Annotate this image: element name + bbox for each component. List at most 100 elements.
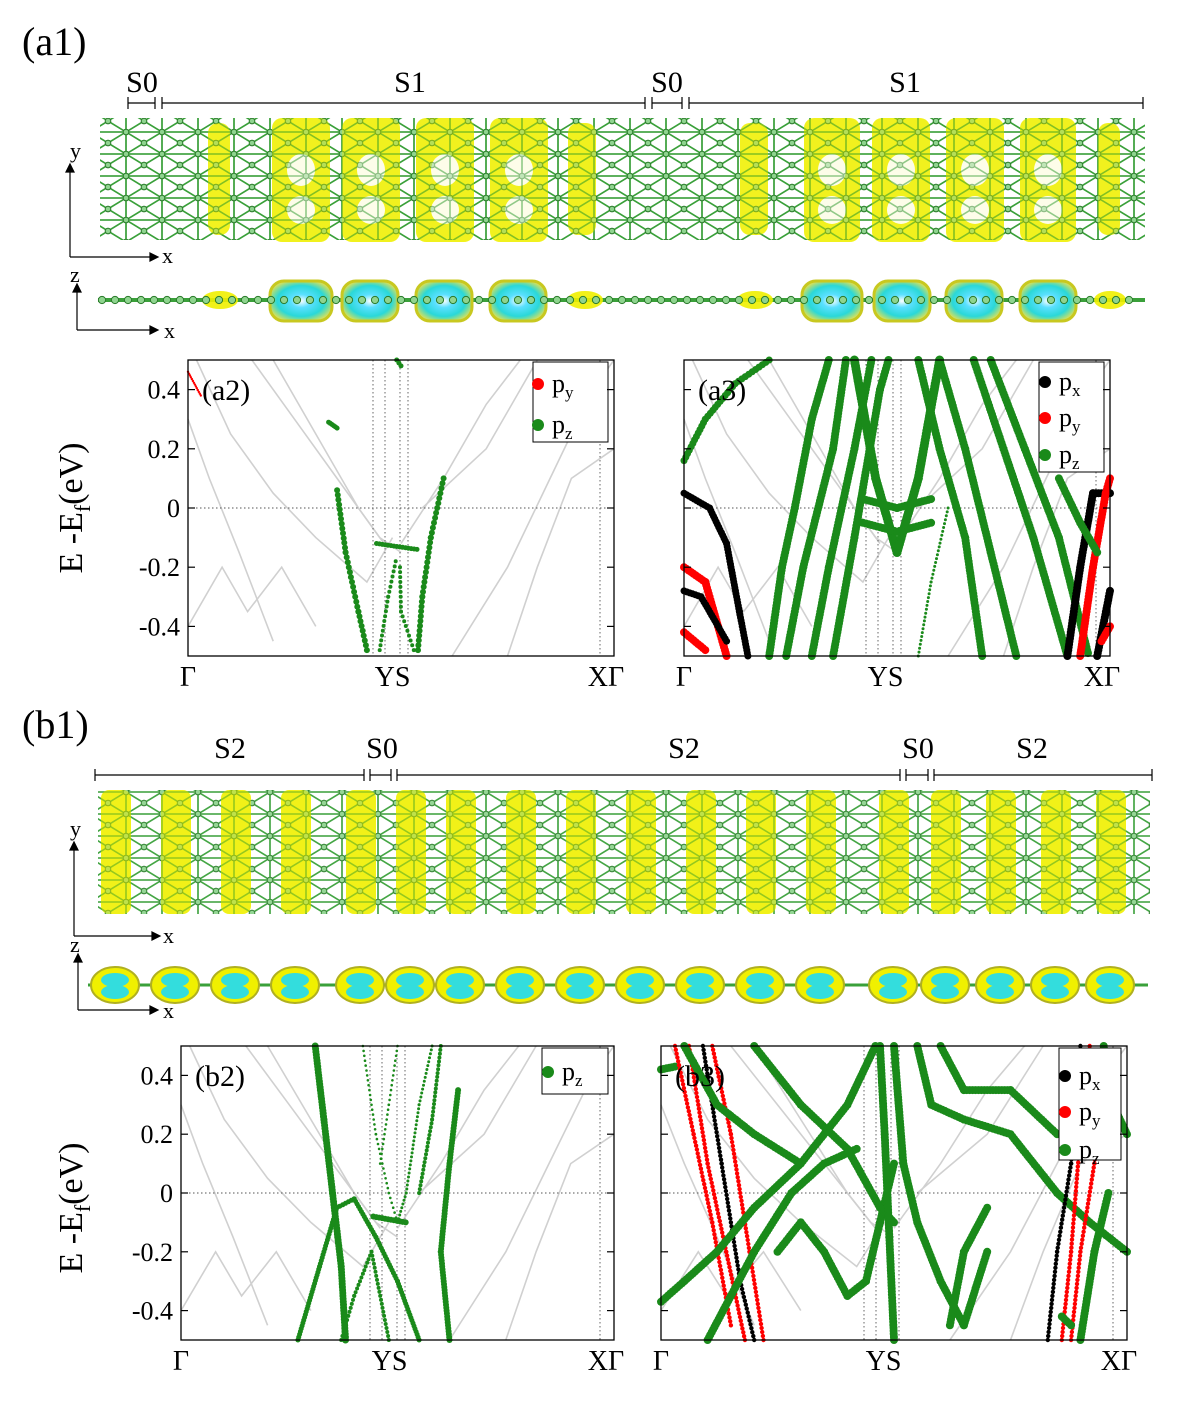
legend-marker — [1039, 412, 1051, 424]
band-point — [745, 1237, 750, 1243]
band-point — [1067, 1173, 1072, 1178]
ylabel-main: E -E — [53, 1212, 90, 1273]
band-point — [691, 1132, 696, 1137]
band-point — [336, 501, 343, 508]
band-point — [921, 627, 925, 631]
band-point — [729, 1224, 734, 1229]
band-point — [920, 631, 924, 635]
band-point — [744, 1230, 749, 1235]
band-point — [938, 541, 942, 545]
band-point — [755, 1297, 760, 1303]
band-point — [741, 1334, 747, 1339]
band-point — [723, 1291, 728, 1296]
band-point — [719, 1271, 724, 1277]
band-point — [426, 1136, 431, 1141]
band-point — [351, 1297, 355, 1302]
band-point — [417, 1107, 421, 1111]
band-point — [694, 1090, 699, 1096]
band-point — [720, 1165, 725, 1170]
band-point — [696, 1102, 701, 1108]
band-point — [717, 1259, 722, 1265]
band-point — [713, 1122, 718, 1127]
band-point — [945, 510, 949, 514]
band-point — [398, 599, 403, 604]
legend: pz — [541, 1047, 609, 1095]
band-point — [688, 1116, 693, 1122]
band-point — [424, 1071, 428, 1075]
band-point — [337, 511, 344, 518]
band-point — [737, 1314, 743, 1320]
band-point — [1048, 1309, 1053, 1315]
band-point — [1074, 1180, 1079, 1186]
band-point — [421, 579, 428, 585]
band-point — [727, 1212, 732, 1217]
band-point — [367, 1083, 370, 1087]
band-point — [1051, 1285, 1056, 1291]
band-point — [701, 1137, 707, 1143]
band-point — [737, 1311, 742, 1316]
band-point — [393, 1064, 396, 1067]
band-point — [852, 1144, 861, 1153]
band-point — [722, 1287, 727, 1292]
band-point — [679, 1074, 684, 1079]
band-point — [380, 633, 384, 638]
band-point — [1093, 548, 1102, 557]
band-point — [343, 1322, 348, 1326]
band-point — [402, 1198, 406, 1202]
band-point — [1063, 1301, 1068, 1307]
band-point — [194, 385, 198, 388]
band-point — [1046, 1329, 1051, 1335]
band-point — [692, 1079, 697, 1084]
band-point — [701, 1134, 706, 1139]
y-tick-label: 0.2 — [148, 435, 181, 464]
band-point — [757, 1313, 762, 1319]
ylabel-main: E -E — [53, 512, 90, 573]
band-point — [1082, 1221, 1088, 1226]
band-point — [370, 1103, 373, 1107]
band-point — [673, 1047, 678, 1053]
band-point — [397, 1217, 401, 1221]
band-point — [414, 1127, 418, 1131]
band-point — [1078, 1245, 1084, 1251]
band-point — [704, 1193, 709, 1198]
band-point — [422, 574, 429, 581]
band-point — [701, 646, 710, 655]
band-point — [704, 1153, 709, 1159]
band-point — [723, 1184, 728, 1190]
b1-segment-label: S2 — [1016, 732, 1048, 765]
projected-bands — [295, 1042, 462, 1344]
band-point — [395, 1049, 399, 1053]
band-point — [1077, 1257, 1082, 1263]
band-point — [744, 1233, 750, 1239]
band-point — [402, 619, 407, 624]
band-point — [711, 1110, 716, 1115]
band-point — [398, 589, 403, 594]
band-point — [706, 1201, 711, 1206]
band-point — [381, 1147, 384, 1151]
band-point — [924, 611, 928, 615]
kpath-label: YS — [375, 662, 411, 693]
band-point — [721, 1177, 727, 1182]
band-point — [746, 1314, 751, 1319]
band-point — [363, 1264, 368, 1269]
band-point — [928, 584, 932, 588]
band-point — [677, 1066, 682, 1072]
band-point — [198, 392, 201, 395]
band-point — [385, 1118, 389, 1121]
band-point — [1051, 1277, 1057, 1283]
band-point — [365, 1074, 369, 1077]
band-point — [403, 1195, 407, 1199]
band-point — [399, 1209, 403, 1213]
band-point — [696, 1106, 702, 1111]
band-point — [405, 1183, 409, 1187]
band-point — [425, 1144, 430, 1149]
band-point — [716, 1255, 721, 1261]
band-point — [928, 588, 932, 592]
band-point — [934, 561, 938, 564]
band-point — [430, 1117, 435, 1122]
band-point — [749, 1265, 755, 1271]
band-point — [1069, 1245, 1074, 1250]
kpath-label: XΓ — [1101, 1346, 1137, 1377]
kpath-label: YS — [868, 662, 904, 693]
